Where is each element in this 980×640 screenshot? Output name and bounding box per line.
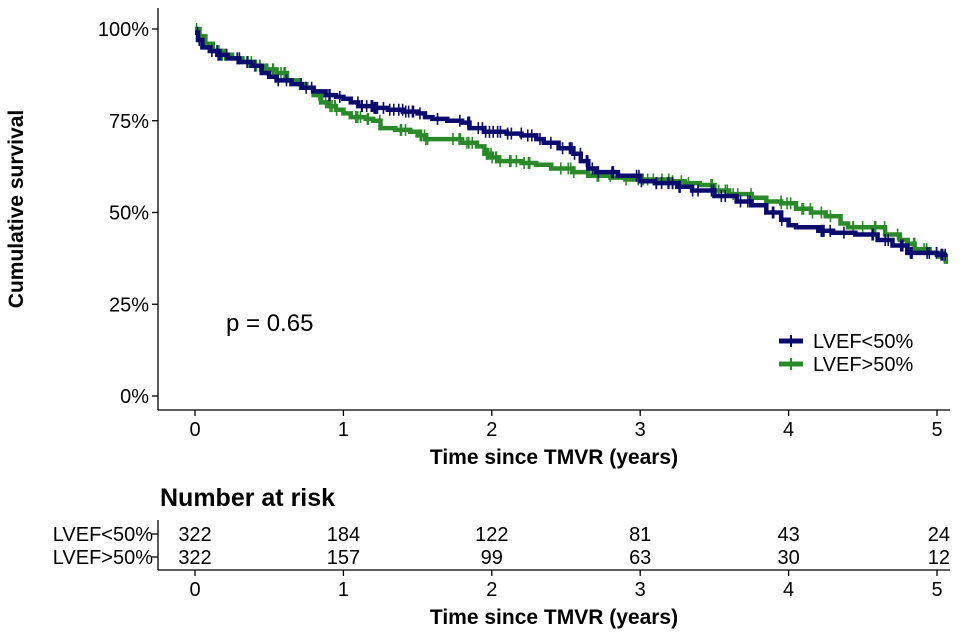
risk-cell: 322 bbox=[178, 547, 211, 569]
risk-cell: 322 bbox=[178, 524, 211, 546]
risk-row-label: LVEF<50% bbox=[53, 524, 153, 546]
risk-cell: 122 bbox=[475, 524, 508, 546]
risk-cell: 99 bbox=[481, 547, 503, 569]
risk-x-tick-label: 0 bbox=[189, 579, 200, 601]
y-tick-label: 75% bbox=[109, 111, 149, 133]
series-lvef-lt-50 bbox=[195, 26, 948, 261]
legend-label: LVEF>50% bbox=[813, 354, 913, 376]
survival-plot: 0% 25% 50% 75% 100% 0 1 2 3 4 5 Cumulative surviv… bbox=[5, 8, 950, 469]
risk-cell: 63 bbox=[629, 547, 651, 569]
x-tick-label: 3 bbox=[635, 419, 646, 441]
risk-cell: 184 bbox=[327, 524, 360, 546]
x-tick-label: 4 bbox=[783, 419, 794, 441]
legend: LVEF<50%LVEF>50% bbox=[779, 331, 913, 376]
risk-cell: 81 bbox=[629, 524, 651, 546]
risk-table-rows: LVEF<50% 322 184 122 81 43 24 LVEF>50% 322 157 99 6… bbox=[53, 524, 950, 569]
y-axis-title: Cumulative survival bbox=[5, 110, 28, 308]
risk-x-tick-label: 5 bbox=[931, 579, 942, 601]
risk-row-label: LVEF>50% bbox=[53, 547, 153, 569]
risk-x-tick-label: 1 bbox=[338, 579, 349, 601]
y-tick-label: 25% bbox=[109, 294, 149, 316]
risk-x-tick-label: 2 bbox=[486, 579, 497, 601]
y-tick-label: 100% bbox=[98, 19, 149, 41]
risk-cell: 12 bbox=[928, 547, 950, 569]
risk-table-title: Number at risk bbox=[160, 484, 335, 512]
survival-curves bbox=[195, 23, 949, 264]
survival-curve bbox=[195, 30, 948, 257]
p-value-annotation: p = 0.65 bbox=[226, 310, 313, 337]
y-tick-label: 50% bbox=[109, 203, 149, 225]
x-tick-label: 1 bbox=[338, 419, 349, 441]
x-axis-title: Time since TMVR (years) bbox=[430, 446, 678, 469]
y-axis-ticks: 0% 25% 50% 75% 100% bbox=[98, 19, 158, 408]
y-tick-label: 0% bbox=[120, 386, 149, 408]
x-tick-label: 0 bbox=[189, 419, 200, 441]
x-tick-label: 5 bbox=[931, 419, 942, 441]
risk-x-tick-label: 4 bbox=[783, 579, 794, 601]
risk-cell: 43 bbox=[777, 524, 799, 546]
x-tick-label: 2 bbox=[486, 419, 497, 441]
risk-x-tick-label: 3 bbox=[635, 579, 646, 601]
legend-label: LVEF<50% bbox=[813, 331, 913, 353]
risk-cell: 30 bbox=[777, 547, 799, 569]
risk-cell: 24 bbox=[928, 524, 950, 546]
risk-x-axis-title: Time since TMVR (years) bbox=[430, 606, 678, 629]
x-axis-ticks: 0 1 2 3 4 5 bbox=[189, 410, 943, 441]
risk-table: Number at risk LVEF<50% 322 184 122 81 43 24LV… bbox=[53, 484, 950, 629]
risk-cell: 157 bbox=[327, 547, 360, 569]
risk-x-axis-ticks: 0 1 2 3 4 5 bbox=[189, 570, 943, 601]
